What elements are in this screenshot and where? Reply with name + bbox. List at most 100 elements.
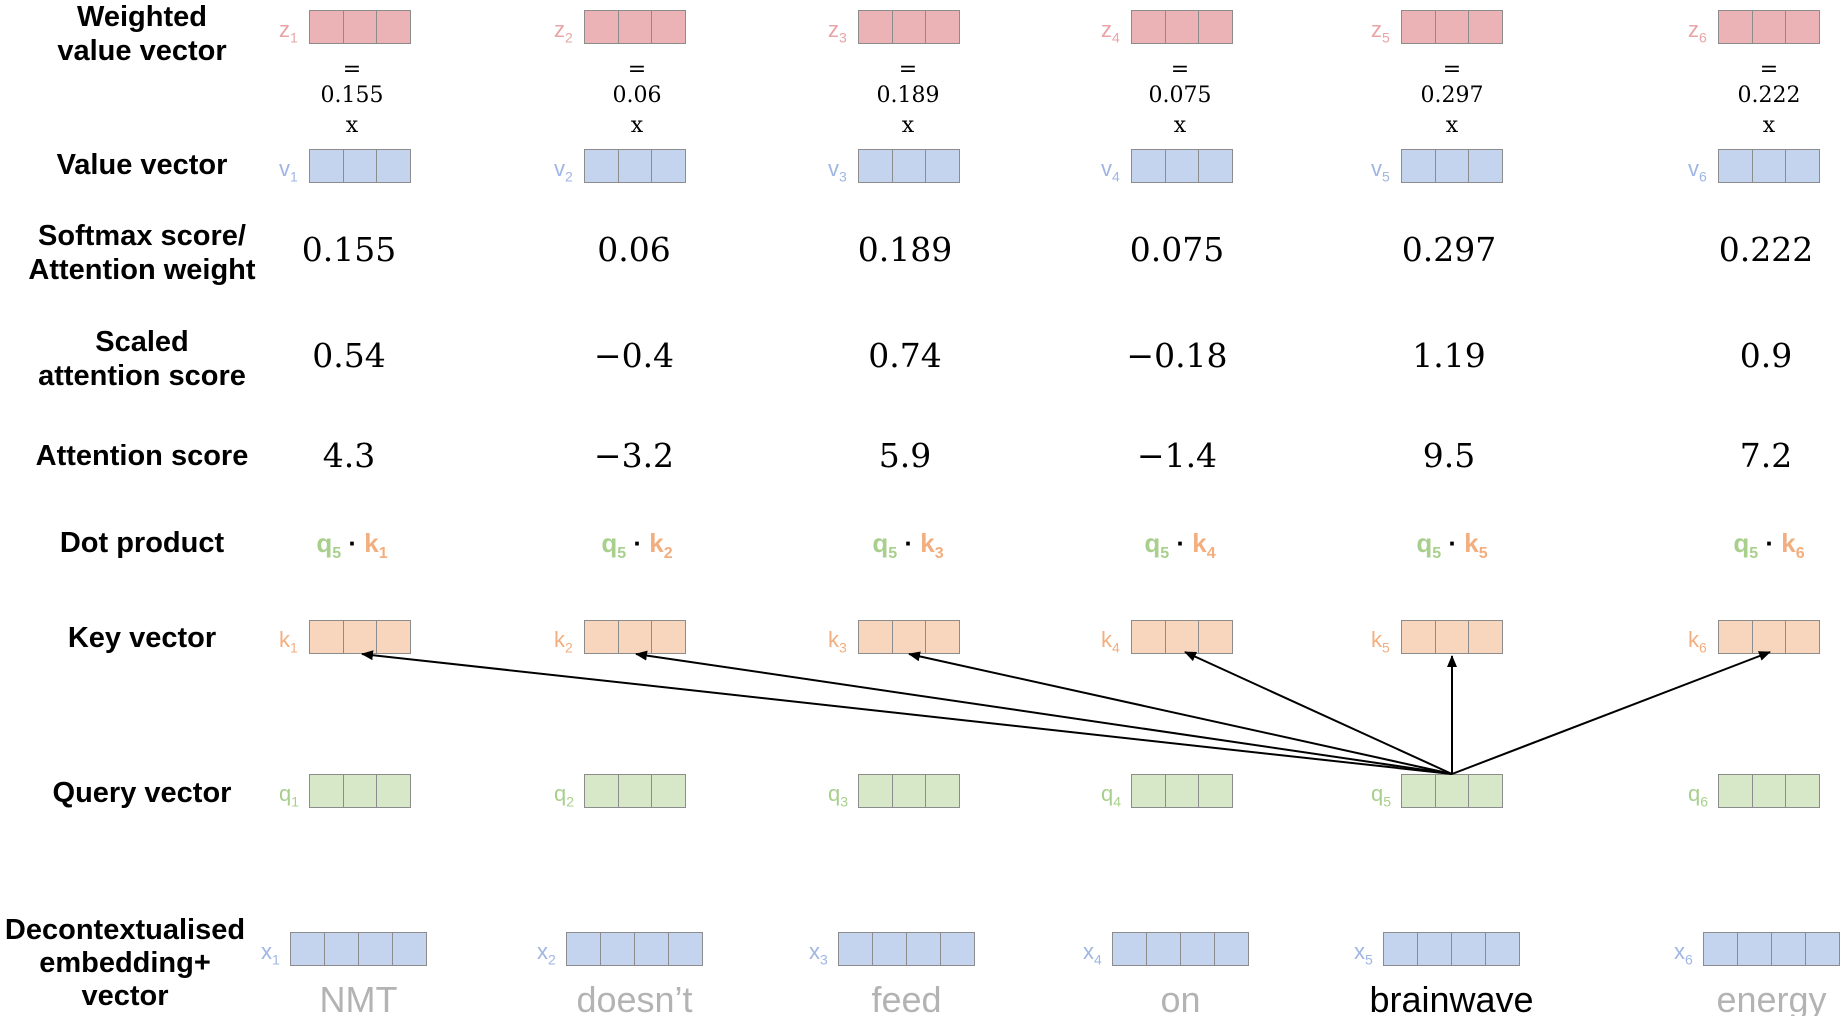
multiply-sign: x — [901, 113, 915, 138]
dot-product: q5 · k5 — [1416, 528, 1488, 563]
z-symbol: z1 — [279, 17, 298, 46]
vector-cell — [858, 10, 893, 44]
softmax-weight: 0.222 — [1718, 230, 1814, 269]
x-symbol: x1 — [261, 939, 280, 968]
key-vector — [858, 620, 960, 654]
vector-cell — [1751, 10, 1787, 44]
attention-arrow — [1184, 651, 1453, 775]
multiply-sign: x — [1173, 113, 1187, 138]
attention-score: −3.2 — [593, 436, 675, 475]
equals-sign: = — [627, 57, 647, 82]
x-symbol: x3 — [809, 939, 828, 968]
vector-cell — [309, 620, 344, 654]
vector-cell — [584, 620, 619, 654]
token-word: doesn’t — [576, 979, 693, 1016]
label-value-vector: Value vector — [56, 149, 228, 181]
z-symbol: z4 — [1101, 17, 1120, 46]
z-symbol: z5 — [1371, 17, 1390, 46]
value-vector — [309, 149, 411, 183]
vector-cell — [342, 10, 378, 44]
vector-cell — [1145, 932, 1182, 966]
vector-cell — [584, 10, 619, 44]
vector-cell — [566, 932, 602, 966]
key-vector — [584, 620, 686, 654]
vector-cell — [633, 932, 670, 966]
value-vector — [1131, 149, 1233, 183]
k-symbol: k4 — [1101, 627, 1120, 656]
multiply-sign: x — [1445, 113, 1459, 138]
vector-cell — [1468, 774, 1503, 808]
label-attention-score: Attention score — [35, 440, 249, 472]
value-vector — [584, 149, 686, 183]
vector-cell — [584, 149, 619, 183]
attention-score: 4.3 — [322, 436, 376, 475]
vector-cell — [1198, 774, 1233, 808]
dot-product: q5 · k3 — [872, 528, 944, 563]
v-symbol: v5 — [1371, 156, 1390, 185]
token-word: NMT — [319, 979, 398, 1016]
weighted-value-vector — [309, 10, 411, 44]
query-vector — [309, 774, 411, 808]
vector-cell — [1484, 932, 1520, 966]
embedding-vector — [1112, 932, 1249, 966]
vector-cell — [1383, 932, 1419, 966]
vector-cell — [342, 774, 378, 808]
key-vector — [1401, 620, 1503, 654]
value-vector — [858, 149, 960, 183]
vector-cell — [1468, 10, 1503, 44]
label-query-vector: Query vector — [52, 777, 232, 809]
vector-cell — [376, 620, 411, 654]
vector-cell — [1785, 774, 1820, 808]
vector-cell — [376, 774, 411, 808]
vector-cell — [925, 149, 960, 183]
vector-cell — [1198, 620, 1233, 654]
softmax-weight: 0.297 — [1401, 230, 1497, 269]
vector-cell — [599, 932, 636, 966]
vector-cell — [1131, 149, 1166, 183]
vector-cell — [1468, 620, 1503, 654]
weighted-value-vector — [858, 10, 960, 44]
weight-multiplier: 0.075 — [1148, 83, 1212, 108]
attention-arrow — [1451, 651, 1771, 775]
label-softmax-score: Softmax score/ Attention weight — [28, 220, 256, 286]
vector-cell — [1468, 149, 1503, 183]
label-key-vector: Key vector — [67, 622, 217, 654]
attention-arrow — [361, 650, 1453, 775]
k-symbol: k1 — [279, 627, 298, 656]
vector-cell — [667, 932, 703, 966]
vector-cell — [858, 149, 893, 183]
label-scaled-attention-score: Scaled attention score — [38, 326, 246, 392]
query-vector — [584, 774, 686, 808]
v-symbol: v2 — [554, 156, 573, 185]
weighted-value-vector — [1401, 10, 1503, 44]
vector-cell — [1213, 932, 1249, 966]
vector-cell — [1434, 149, 1470, 183]
vector-cell — [925, 10, 960, 44]
token-word: feed — [871, 979, 942, 1016]
weight-multiplier: 0.297 — [1420, 83, 1484, 108]
equals-sign: = — [1442, 57, 1462, 82]
q-symbol: q3 — [828, 781, 849, 810]
vector-cell — [925, 774, 960, 808]
vector-cell — [651, 620, 686, 654]
vector-cell — [342, 149, 378, 183]
vector-cell — [617, 149, 653, 183]
dot-product: q5 · k6 — [1733, 528, 1805, 563]
vector-cell — [1718, 149, 1753, 183]
weight-multiplier: 0.06 — [612, 83, 662, 108]
vector-cell — [1198, 149, 1233, 183]
k-symbol: k2 — [554, 627, 573, 656]
token-word: brainwave — [1369, 979, 1534, 1016]
vector-cell — [1785, 620, 1820, 654]
scaled-attention-score: 1.19 — [1412, 336, 1486, 375]
key-vector — [1131, 620, 1233, 654]
softmax-weight: 0.06 — [597, 230, 671, 269]
softmax-weight: 0.189 — [857, 230, 953, 269]
vector-cell — [1785, 149, 1820, 183]
scaled-attention-score: 0.74 — [868, 336, 942, 375]
embedding-vector — [566, 932, 703, 966]
vector-cell — [925, 620, 960, 654]
vector-cell — [323, 932, 360, 966]
